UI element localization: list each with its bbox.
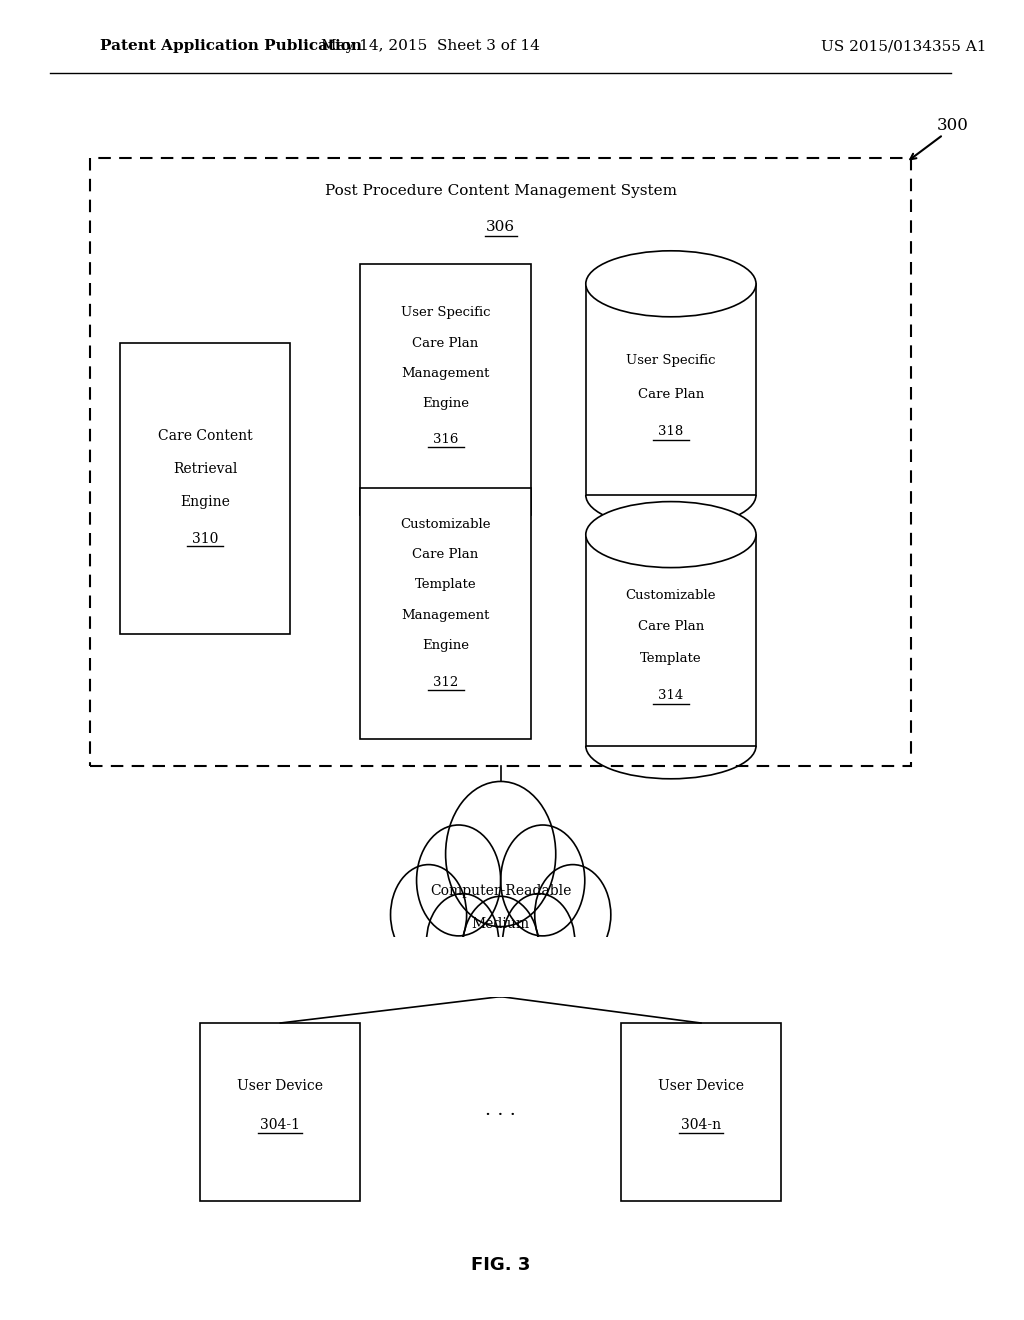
Text: User Specific: User Specific	[626, 354, 716, 367]
Circle shape	[390, 865, 467, 965]
Circle shape	[417, 825, 501, 936]
Ellipse shape	[586, 251, 756, 317]
FancyBboxPatch shape	[120, 343, 291, 634]
Text: Engine: Engine	[180, 495, 230, 508]
Text: · · ·: · · ·	[485, 1106, 516, 1125]
Circle shape	[427, 894, 499, 989]
Text: FIG. 3: FIG. 3	[471, 1255, 530, 1274]
Circle shape	[535, 865, 611, 965]
Text: 304-n: 304-n	[681, 1118, 721, 1133]
Text: Management: Management	[401, 609, 489, 622]
Text: Care Plan: Care Plan	[413, 548, 479, 561]
Circle shape	[463, 896, 539, 997]
Text: 300: 300	[936, 117, 968, 133]
Text: Post Procedure Content Management System: Post Procedure Content Management System	[325, 185, 677, 198]
Circle shape	[503, 894, 574, 989]
Circle shape	[501, 825, 585, 936]
Text: May 14, 2015  Sheet 3 of 14: May 14, 2015 Sheet 3 of 14	[322, 40, 540, 53]
Text: US 2015/0134355 A1: US 2015/0134355 A1	[821, 40, 986, 53]
Text: 312: 312	[433, 676, 458, 689]
Text: Template: Template	[640, 652, 701, 665]
Text: 302: 302	[487, 950, 514, 964]
Text: User Specific: User Specific	[400, 306, 490, 319]
Ellipse shape	[586, 502, 756, 568]
Polygon shape	[586, 535, 756, 746]
Text: Care Plan: Care Plan	[638, 388, 705, 401]
FancyBboxPatch shape	[390, 937, 611, 997]
Text: Customizable: Customizable	[400, 517, 490, 531]
Text: 310: 310	[193, 532, 218, 545]
Text: Computer-Readable: Computer-Readable	[430, 884, 571, 898]
Text: User Device: User Device	[658, 1078, 744, 1093]
Text: Management: Management	[401, 367, 489, 380]
Text: Medium: Medium	[472, 917, 529, 931]
Polygon shape	[586, 284, 756, 495]
Text: 318: 318	[658, 425, 684, 438]
Text: 316: 316	[433, 433, 459, 446]
Text: Care Plan: Care Plan	[413, 337, 479, 350]
FancyBboxPatch shape	[621, 1023, 781, 1201]
Text: User Device: User Device	[238, 1078, 324, 1093]
Text: Patent Application Publication: Patent Application Publication	[100, 40, 362, 53]
Text: Retrieval: Retrieval	[173, 462, 238, 475]
Text: 306: 306	[486, 220, 515, 234]
FancyBboxPatch shape	[360, 488, 530, 739]
Text: Engine: Engine	[422, 639, 469, 652]
Text: Care Plan: Care Plan	[638, 620, 705, 634]
FancyBboxPatch shape	[201, 1023, 360, 1201]
Text: 304-1: 304-1	[260, 1118, 300, 1133]
Text: 314: 314	[658, 689, 684, 702]
Text: Customizable: Customizable	[626, 589, 716, 602]
Text: Template: Template	[415, 578, 476, 591]
Text: Engine: Engine	[422, 397, 469, 411]
Circle shape	[445, 781, 556, 927]
Text: Care Content: Care Content	[158, 429, 253, 442]
FancyBboxPatch shape	[360, 264, 530, 515]
